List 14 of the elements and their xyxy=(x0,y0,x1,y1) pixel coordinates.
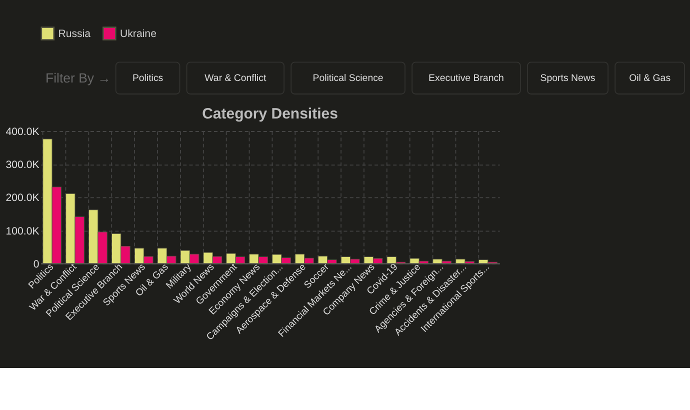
text: Politics xyxy=(132,72,164,84)
text: War & Conflict xyxy=(204,72,266,84)
legend-label: Russia xyxy=(58,28,91,40)
text: Sports News xyxy=(540,72,596,84)
chart-title: Category Densities xyxy=(202,106,338,123)
text: Executive Branch xyxy=(428,72,504,84)
y-tick-label: 200.0K xyxy=(6,192,40,204)
y-tick-label: 300.0K xyxy=(6,159,40,172)
text: Political Science xyxy=(312,72,384,84)
y-tick-label: 100.0K xyxy=(6,225,40,238)
text: Filter By → xyxy=(46,70,111,86)
y-tick-label: 400.0K xyxy=(6,126,40,138)
legend-label: Ukraine xyxy=(120,28,157,40)
text: Oil & Gas xyxy=(629,72,671,84)
